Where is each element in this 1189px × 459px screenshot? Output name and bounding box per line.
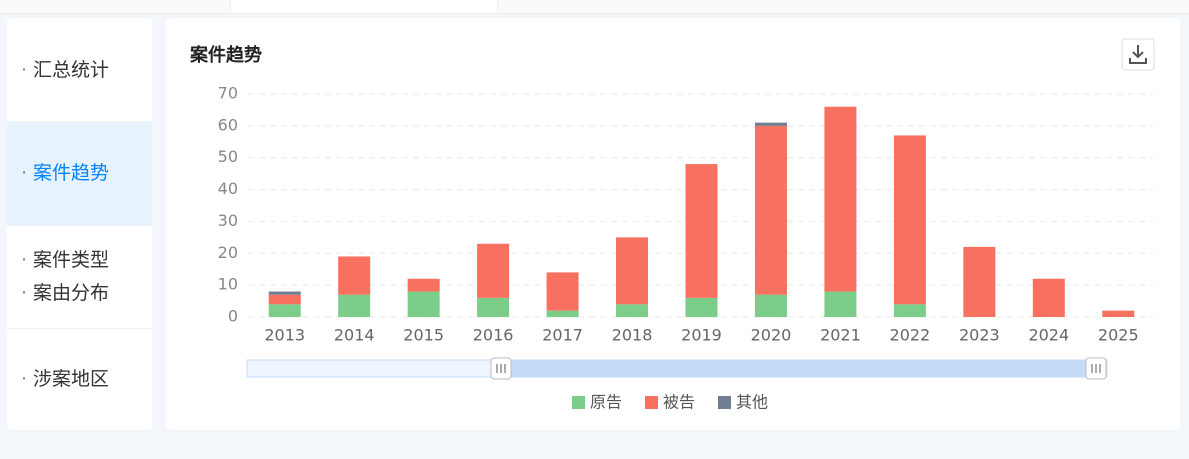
- legend-label[interactable]: 被告: [663, 393, 695, 412]
- zoom-range[interactable]: [501, 360, 1096, 377]
- tab-strip: [0, 0, 1189, 14]
- y-tick-label: 40: [218, 179, 238, 198]
- bar-segment: [338, 256, 371, 295]
- bar-segment: [963, 246, 996, 317]
- bar-segment: [824, 291, 857, 317]
- bar-segment: [754, 122, 787, 126]
- bar-segment: [477, 243, 510, 298]
- x-tick-label: 2021: [820, 326, 861, 345]
- x-tick-label: 2016: [473, 326, 514, 345]
- bar-segment: [268, 294, 301, 305]
- menu-label: 汇总统计: [21, 58, 109, 82]
- x-tick-label: 2022: [890, 326, 931, 345]
- x-tick-label: 2025: [1098, 326, 1139, 345]
- zoom-handle[interactable]: [1085, 357, 1107, 380]
- bar-segment: [407, 291, 440, 317]
- bar-segment: [338, 294, 371, 317]
- bar-segment: [893, 304, 926, 317]
- bar-segment: [616, 304, 649, 317]
- menu-label[interactable]: 案件类型: [21, 248, 109, 272]
- tab[interactable]: [230, 0, 498, 13]
- y-tick-label: 50: [218, 147, 238, 166]
- bar-segment: [407, 278, 440, 292]
- menu-group: 案件类型 案由分布: [7, 226, 152, 329]
- bar-segment: [546, 310, 579, 317]
- zoom-handle[interactable]: [490, 357, 512, 380]
- chart-title: 案件趋势: [189, 44, 262, 66]
- x-tick-label: 2015: [403, 326, 444, 345]
- menu-label[interactable]: 案由分布: [21, 281, 109, 305]
- bar-segment: [685, 164, 718, 298]
- x-tick-label: 2020: [751, 326, 792, 345]
- y-tick-label: 20: [218, 243, 238, 262]
- menu-item[interactable]: 涉案地区: [7, 329, 152, 430]
- bar-segment: [616, 237, 649, 305]
- x-tick-label: 2017: [542, 326, 583, 345]
- y-tick-label: 60: [218, 115, 238, 134]
- bar-segment: [685, 297, 718, 317]
- legend-swatch[interactable]: [718, 396, 731, 409]
- bar-segment: [1102, 310, 1135, 317]
- bar-segment: [268, 291, 301, 295]
- bar-segment: [477, 297, 510, 317]
- legend-swatch[interactable]: [572, 396, 585, 409]
- sidebar: 汇总统计 案件趋势 案件类型 案由分布 涉案地区: [7, 18, 152, 430]
- x-tick-label: 2014: [334, 326, 375, 345]
- x-tick-label: 2024: [1028, 326, 1069, 345]
- y-tick-label: 30: [218, 211, 238, 230]
- bar-segment: [1032, 278, 1065, 317]
- x-tick-label: 2023: [959, 326, 1000, 345]
- menu-label: 涉案地区: [21, 367, 109, 391]
- legend-label[interactable]: 其他: [736, 393, 768, 412]
- download-button[interactable]: [1121, 38, 1155, 71]
- bar-segment: [546, 272, 579, 311]
- y-tick-label: 0: [228, 307, 238, 326]
- x-tick-label: 2018: [612, 326, 653, 345]
- legend-swatch[interactable]: [645, 396, 658, 409]
- bar-segment: [268, 304, 301, 317]
- bar-segment: [824, 106, 857, 292]
- x-tick-label: 2019: [681, 326, 722, 345]
- legend-label[interactable]: 原告: [590, 393, 622, 412]
- x-tick-label: 2013: [264, 326, 305, 345]
- bar-segment: [754, 125, 787, 295]
- menu-label: 案件趋势: [21, 161, 109, 185]
- bar-segment: [754, 294, 787, 317]
- y-tick-label: 10: [218, 275, 238, 294]
- y-tick-label: 70: [218, 84, 238, 103]
- bar-segment: [893, 135, 926, 305]
- menu-item[interactable]: 汇总统计: [7, 18, 152, 122]
- menu-item[interactable]: 案件趋势: [7, 122, 152, 226]
